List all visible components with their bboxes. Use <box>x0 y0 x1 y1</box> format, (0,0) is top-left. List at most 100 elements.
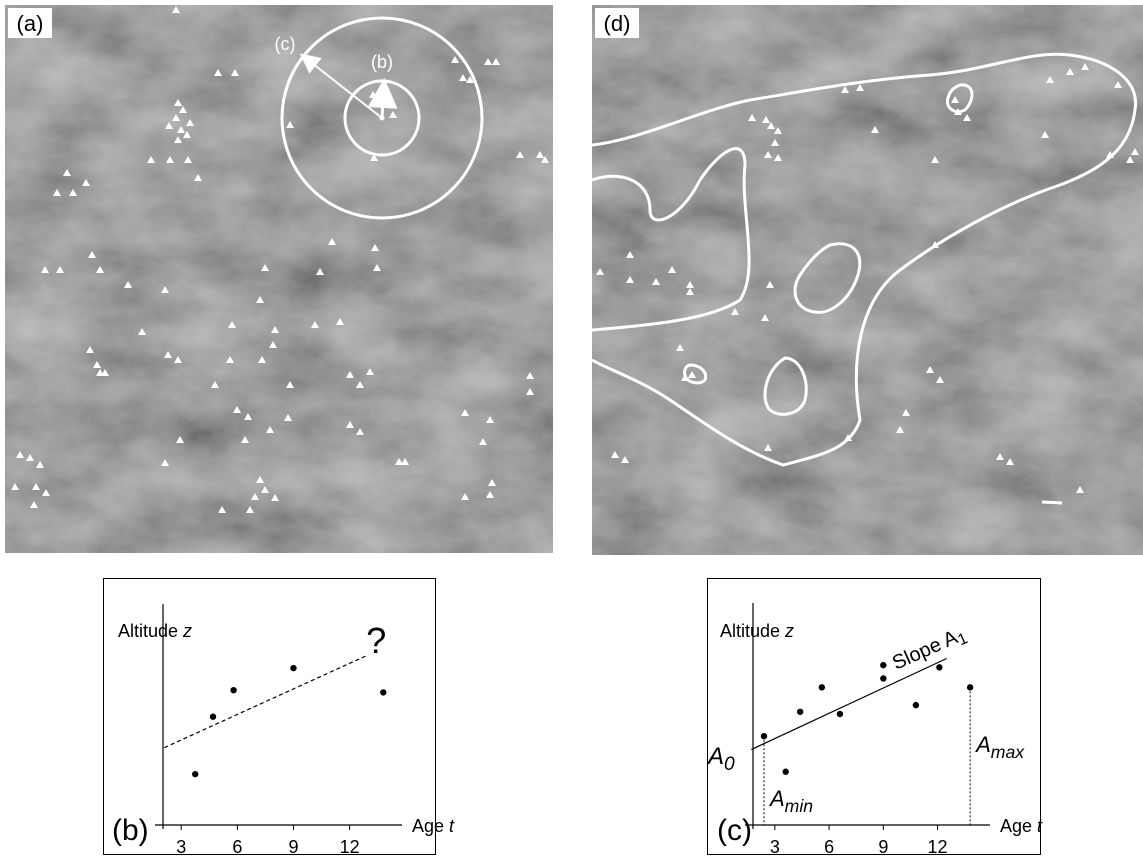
x-tick-label: 12 <box>340 837 360 857</box>
station <box>1126 156 1134 163</box>
station <box>774 154 782 161</box>
station <box>183 131 191 138</box>
station <box>96 266 104 273</box>
annotation: A0 <box>706 743 735 775</box>
x-axis-title-var: t <box>449 816 455 836</box>
station <box>179 106 187 113</box>
station <box>761 314 769 321</box>
station <box>176 436 184 443</box>
terrain-tint <box>592 5 1143 555</box>
station <box>286 121 294 128</box>
station <box>764 444 772 451</box>
station <box>251 493 259 500</box>
station <box>844 434 852 441</box>
station <box>996 453 1004 460</box>
station <box>764 151 772 158</box>
station <box>63 169 71 176</box>
annotation: ? <box>366 620 386 661</box>
station <box>1081 63 1089 70</box>
station <box>626 251 634 258</box>
station <box>174 136 182 143</box>
chart-frame <box>707 578 1041 855</box>
station <box>36 461 44 468</box>
contour <box>793 242 862 314</box>
station <box>101 369 109 376</box>
station <box>138 328 146 335</box>
x-axis-title-text: Age <box>412 816 444 836</box>
station <box>688 371 696 378</box>
station <box>69 189 77 196</box>
station <box>93 361 101 368</box>
annotation-base: A <box>706 743 724 770</box>
station <box>86 346 94 353</box>
station <box>931 241 939 248</box>
station <box>261 264 269 271</box>
station <box>486 491 494 498</box>
panel-label: (b) <box>112 814 149 847</box>
y-axis-title-text: Altitude <box>720 621 780 641</box>
station <box>53 189 61 196</box>
station <box>373 264 381 271</box>
station <box>902 409 910 416</box>
annotation: Amax <box>974 732 1025 762</box>
station <box>526 388 534 395</box>
search-circle <box>280 16 484 220</box>
station <box>963 114 971 121</box>
station <box>233 406 241 413</box>
x-tick-label: 9 <box>878 837 888 857</box>
station <box>258 356 266 363</box>
station <box>762 116 770 123</box>
station <box>486 416 494 423</box>
station <box>82 179 90 186</box>
station <box>32 483 40 490</box>
data-point <box>836 710 844 718</box>
station <box>356 428 364 435</box>
station <box>896 426 904 433</box>
station <box>11 483 19 490</box>
station <box>871 126 879 133</box>
data-point <box>818 684 826 691</box>
x-axis-title-var: t <box>1037 816 1043 836</box>
station <box>346 371 354 378</box>
annotation-base: A <box>974 732 991 757</box>
station <box>370 154 378 161</box>
station <box>1006 458 1014 465</box>
station <box>186 119 194 126</box>
radius-arrow <box>367 78 398 119</box>
data-point <box>230 686 237 694</box>
station <box>461 409 469 416</box>
x-tick-label: 6 <box>824 837 834 857</box>
station <box>16 451 24 458</box>
station <box>492 58 500 65</box>
station <box>147 156 155 163</box>
station <box>1076 486 1084 493</box>
panel-label: (a) <box>17 11 44 36</box>
panel-label: (c) <box>717 814 752 847</box>
station <box>767 122 775 129</box>
panel-label: (d) <box>604 11 631 36</box>
trend-line <box>164 654 369 749</box>
station <box>164 351 172 358</box>
station <box>226 356 234 363</box>
station <box>161 459 169 466</box>
data-point <box>209 713 217 720</box>
station <box>841 86 849 93</box>
y-axis-title-var: z <box>784 621 794 641</box>
station <box>731 308 739 315</box>
station <box>926 366 934 373</box>
y-axis-title: Altitude z <box>720 621 794 641</box>
data-point <box>782 768 789 775</box>
station <box>1041 131 1049 138</box>
station <box>954 108 962 115</box>
annotation-sub: 0 <box>724 754 735 775</box>
center-point <box>379 115 385 121</box>
station <box>371 244 379 251</box>
station <box>856 84 864 91</box>
label-box <box>8 8 52 38</box>
station <box>526 372 534 379</box>
station <box>177 126 185 133</box>
y-axis-title-text: Altitude <box>118 621 178 641</box>
map-panel: (d) <box>591 5 1143 555</box>
station <box>652 278 660 285</box>
